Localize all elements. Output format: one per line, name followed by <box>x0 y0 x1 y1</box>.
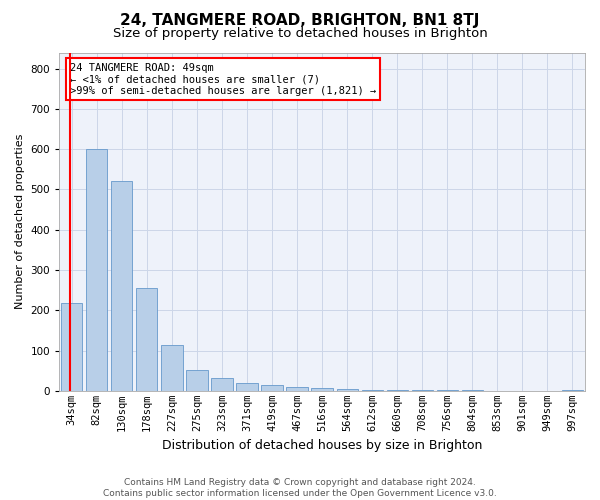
Bar <box>111 182 133 391</box>
X-axis label: Distribution of detached houses by size in Brighton: Distribution of detached houses by size … <box>162 440 482 452</box>
Bar <box>61 304 82 391</box>
Bar <box>262 385 283 391</box>
Text: 24, TANGMERE ROAD, BRIGHTON, BN1 8TJ: 24, TANGMERE ROAD, BRIGHTON, BN1 8TJ <box>121 12 479 28</box>
Text: Contains HM Land Registry data © Crown copyright and database right 2024.
Contai: Contains HM Land Registry data © Crown c… <box>103 478 497 498</box>
Bar <box>161 344 182 391</box>
Bar <box>86 149 107 391</box>
Bar <box>211 378 233 391</box>
Bar <box>362 390 383 391</box>
Bar <box>186 370 208 391</box>
Y-axis label: Number of detached properties: Number of detached properties <box>15 134 25 310</box>
Bar <box>311 388 333 391</box>
Bar <box>286 387 308 391</box>
Bar <box>136 288 157 391</box>
Bar <box>337 389 358 391</box>
Bar <box>236 383 257 391</box>
Text: 24 TANGMERE ROAD: 49sqm
← <1% of detached houses are smaller (7)
>99% of semi-de: 24 TANGMERE ROAD: 49sqm ← <1% of detache… <box>70 62 376 96</box>
Bar <box>386 390 408 391</box>
Text: Size of property relative to detached houses in Brighton: Size of property relative to detached ho… <box>113 28 487 40</box>
